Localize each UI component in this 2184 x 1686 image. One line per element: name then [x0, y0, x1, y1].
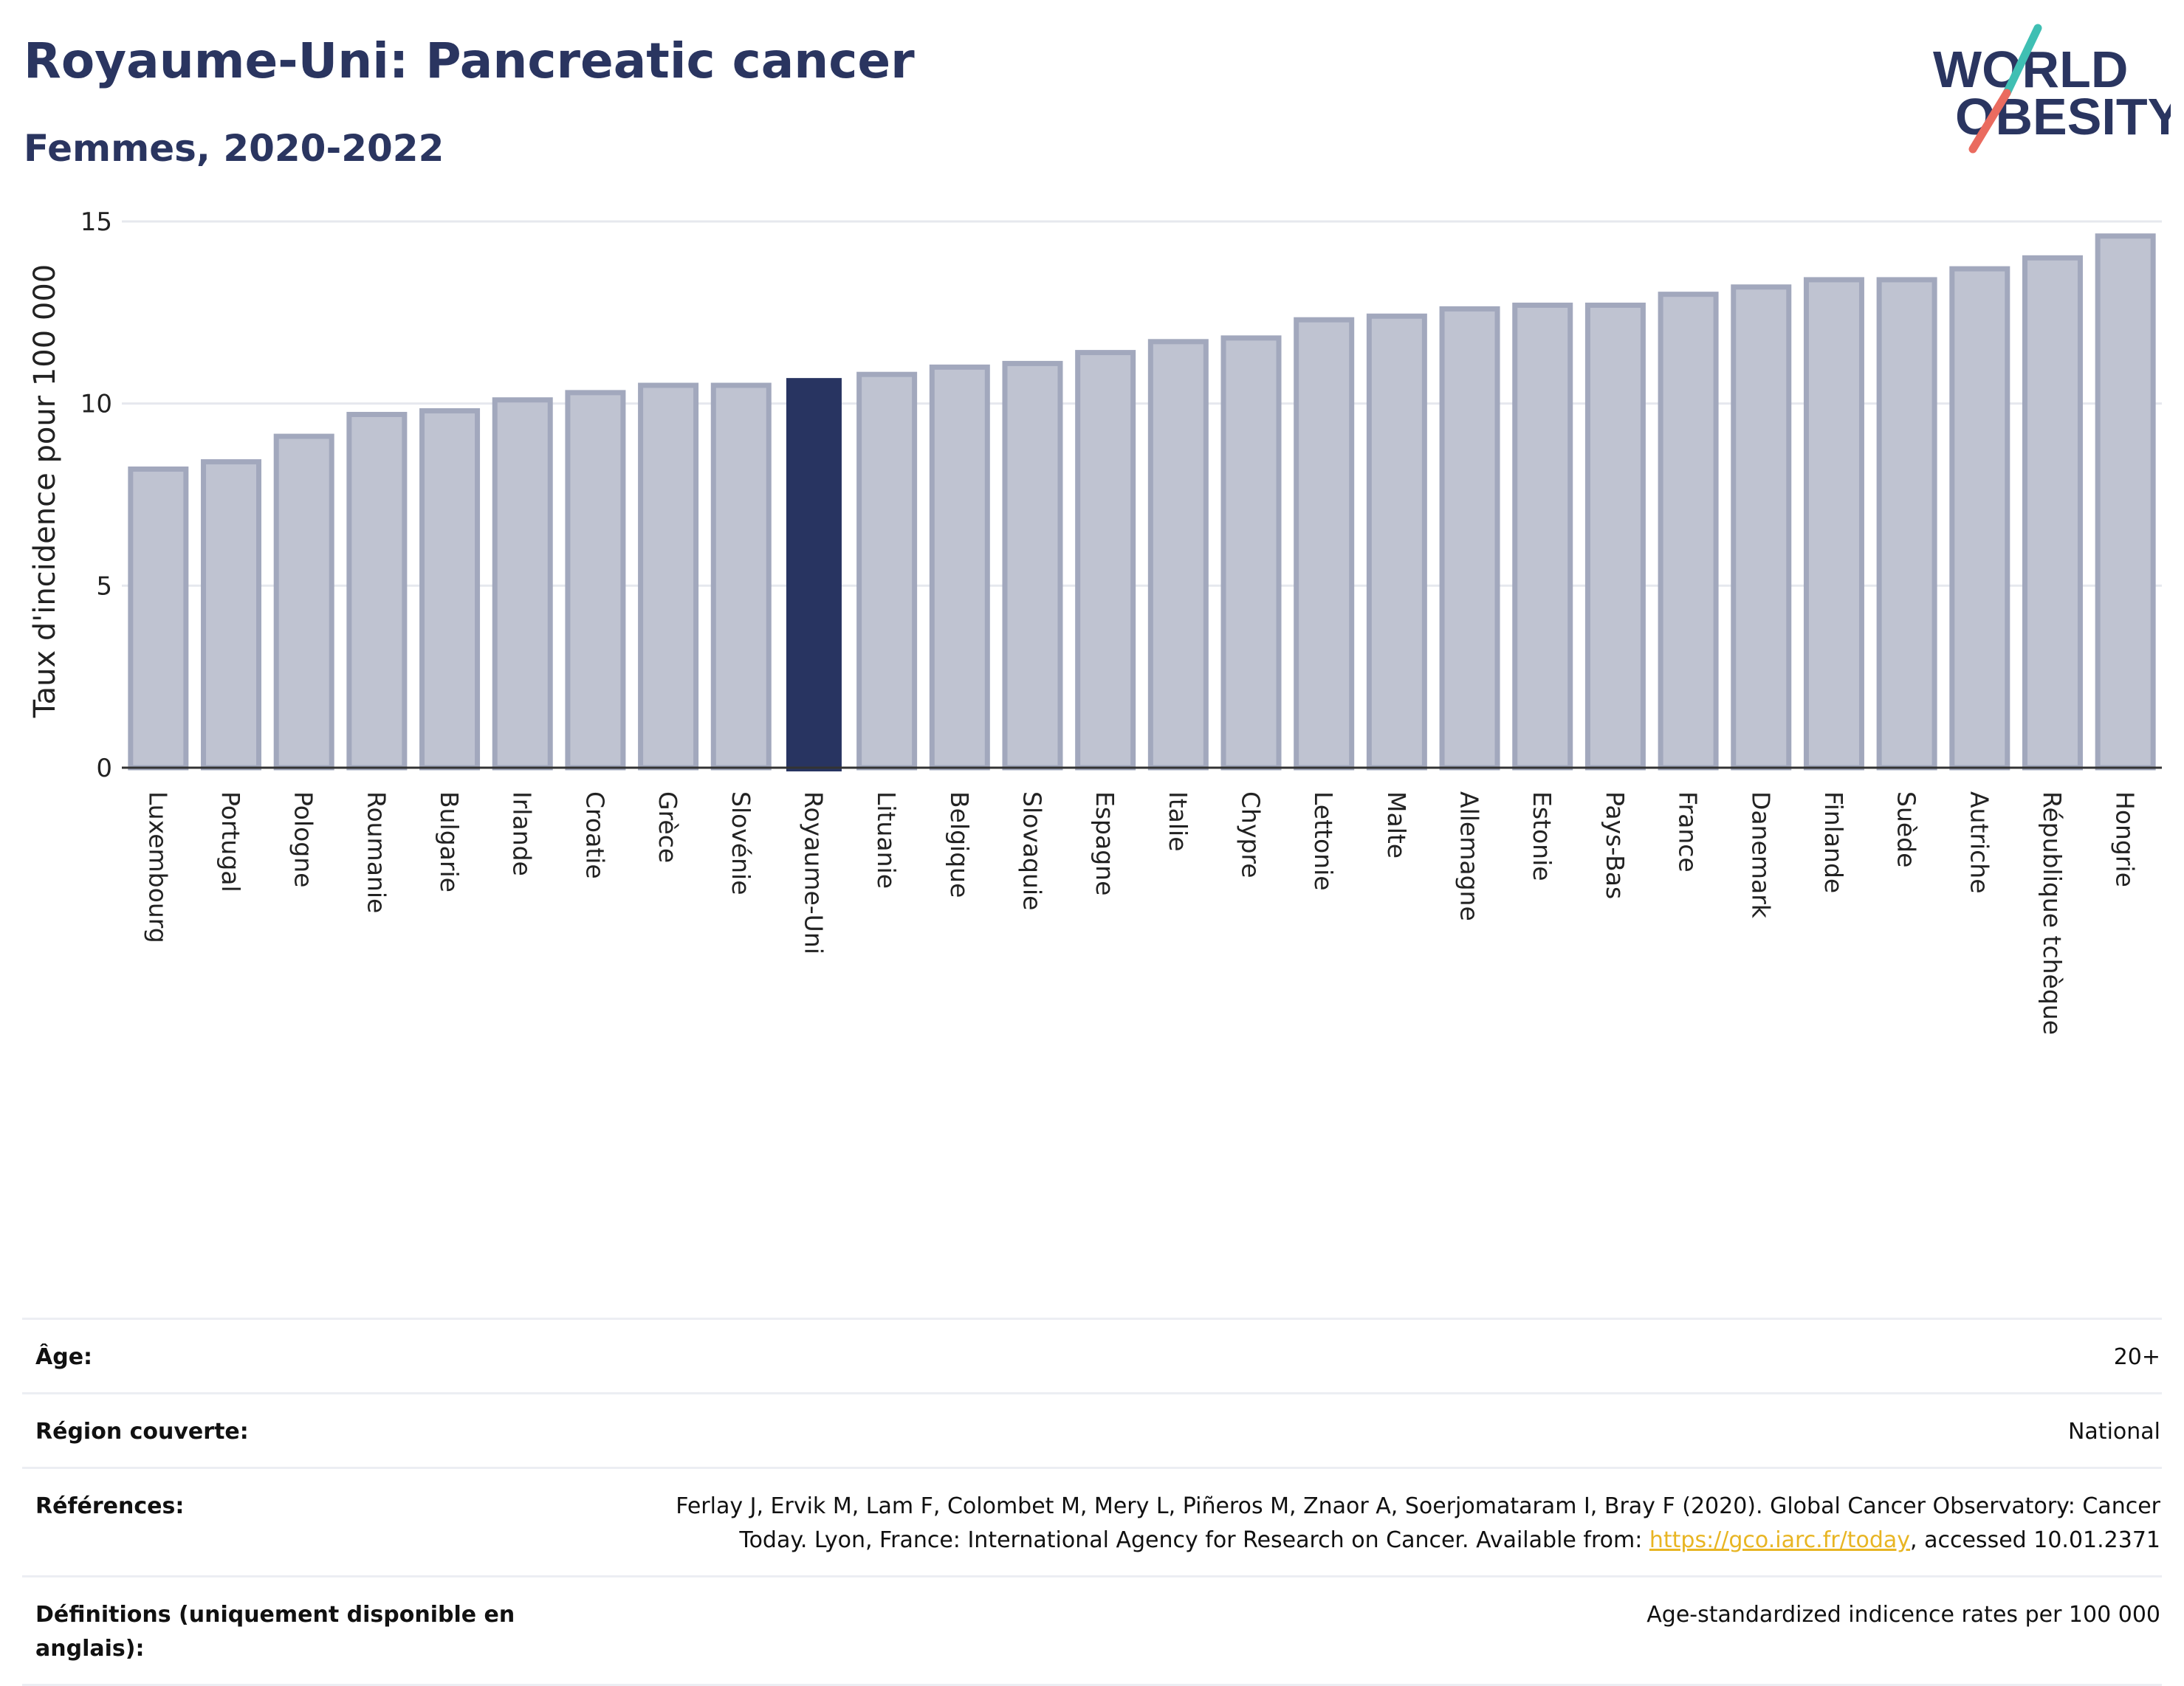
y-tick-label: 5 [96, 571, 112, 601]
bar [492, 397, 553, 771]
bar [1876, 277, 1937, 771]
y-tick-label: 0 [96, 754, 112, 783]
x-category-label: Pays-Bas [1601, 791, 1630, 899]
page-subtitle: Femmes, 2020-2022 [24, 127, 444, 170]
x-category-label: Bulgarie [435, 791, 464, 892]
x-category-label: Allemagne [1455, 791, 1484, 921]
x-category-label: Estonie [1528, 791, 1556, 881]
metadata-table: Âge: 20+ Région couverte: National Référ… [22, 1318, 2162, 1686]
references-value: Ferlay J, Ervik M, Lam F, Colombet M, Me… [610, 1490, 2160, 1558]
page-title: Royaume-Uni: Pancreatic cancer [24, 32, 915, 89]
bar [1147, 339, 1209, 771]
bar [2095, 233, 2156, 771]
bar [1439, 306, 1500, 771]
bar [710, 382, 772, 771]
bar [201, 459, 262, 771]
bar [273, 433, 334, 771]
y-axis-label: Taux d'incidence pour 100 000 [28, 264, 62, 718]
region-value: National [2067, 1419, 2160, 1445]
x-category-label: Slovénie [727, 791, 755, 895]
bar [1075, 350, 1136, 771]
references-label: Références: [35, 1493, 185, 1519]
x-category-label: Portugal [216, 791, 245, 892]
region-label: Région couverte: [35, 1419, 249, 1445]
bar [1512, 302, 1573, 771]
references-link[interactable]: https://gco.iarc.fr/today [1649, 1527, 1911, 1553]
x-category-label: République tchèque [2038, 791, 2067, 1035]
references-text: Ferlay J, Ervik M, Lam F, Colombet M, Me… [676, 1493, 2160, 1553]
x-category-label: Slovaquie [1017, 791, 1046, 910]
y-tick-label: 15 [80, 207, 112, 237]
bars [128, 233, 2156, 771]
bar [346, 411, 408, 771]
x-category-label: Luxembourg [143, 791, 172, 943]
bar [1803, 277, 1864, 771]
x-category-label: Lituanie [872, 791, 901, 889]
bar [1366, 313, 1427, 771]
x-category-label: Autriche [1965, 791, 1994, 894]
bar [565, 390, 626, 771]
age-label: Âge: [35, 1344, 93, 1370]
bar [638, 382, 699, 771]
x-category-label: France [1674, 791, 1703, 873]
x-category-label: Danemark [1746, 791, 1775, 919]
x-category-label: Malte [1382, 791, 1411, 859]
definitions-label: Définitions (uniquement disponible en an… [35, 1602, 515, 1662]
bar [128, 466, 189, 771]
x-category-label: Espagne [1091, 791, 1119, 895]
x-category-label: Italie [1164, 791, 1192, 852]
bar [1658, 292, 1719, 771]
bar [1584, 302, 1646, 771]
bar [1294, 317, 1355, 771]
bar [856, 371, 918, 771]
bar-chart: 0 5 10 15 Taux d'incidence pour 100 000 Lux… [28, 207, 2162, 1035]
x-category-label: Roumanie [362, 791, 391, 913]
x-category-label: Finlande [1819, 791, 1848, 893]
x-category-label: Croatie [580, 791, 609, 879]
bar-highlighted [786, 378, 842, 771]
bar [1949, 266, 2010, 771]
meta-row-references: Références: Ferlay J, Ervik M, Lam F, Co… [22, 1467, 2162, 1575]
x-axis-category-labels: Luxembourg Portugal Pologne Roumanie Bulgari… [143, 791, 2139, 1035]
x-category-label: Irlande [508, 791, 537, 876]
bar [929, 364, 990, 771]
bar [1002, 360, 1063, 771]
x-category-label: Belgique [945, 791, 974, 898]
bar [1731, 284, 1792, 771]
x-category-label: Hongrie [2111, 791, 2140, 887]
references-accessed: , accessed 10.01.2371 [1910, 1527, 2160, 1553]
bar [419, 408, 481, 771]
meta-row-region: Région couverte: National [22, 1392, 2162, 1467]
x-category-label: Chypre [1237, 791, 1266, 878]
y-tick-label: 10 [80, 390, 112, 419]
world-obesity-logo: WORLD OBESITY [1933, 24, 2171, 154]
bar [2022, 255, 2083, 771]
x-category-label: Pologne [289, 791, 318, 887]
y-axis-ticks: 0 5 10 15 [80, 207, 112, 783]
x-category-label: Lettonie [1309, 791, 1338, 891]
definitions-value: Age-standardized indicence rates per 100… [1646, 1602, 2160, 1628]
x-category-label: Suède [1892, 791, 1921, 867]
x-category-label: Royaume-Uni [799, 791, 828, 954]
bar [1220, 335, 1282, 771]
meta-row-definitions: Définitions (uniquement disponible en an… [22, 1575, 2162, 1686]
x-category-label: Grèce [653, 791, 682, 863]
meta-row-age: Âge: 20+ [22, 1318, 2162, 1392]
age-value: 20+ [2113, 1344, 2160, 1370]
